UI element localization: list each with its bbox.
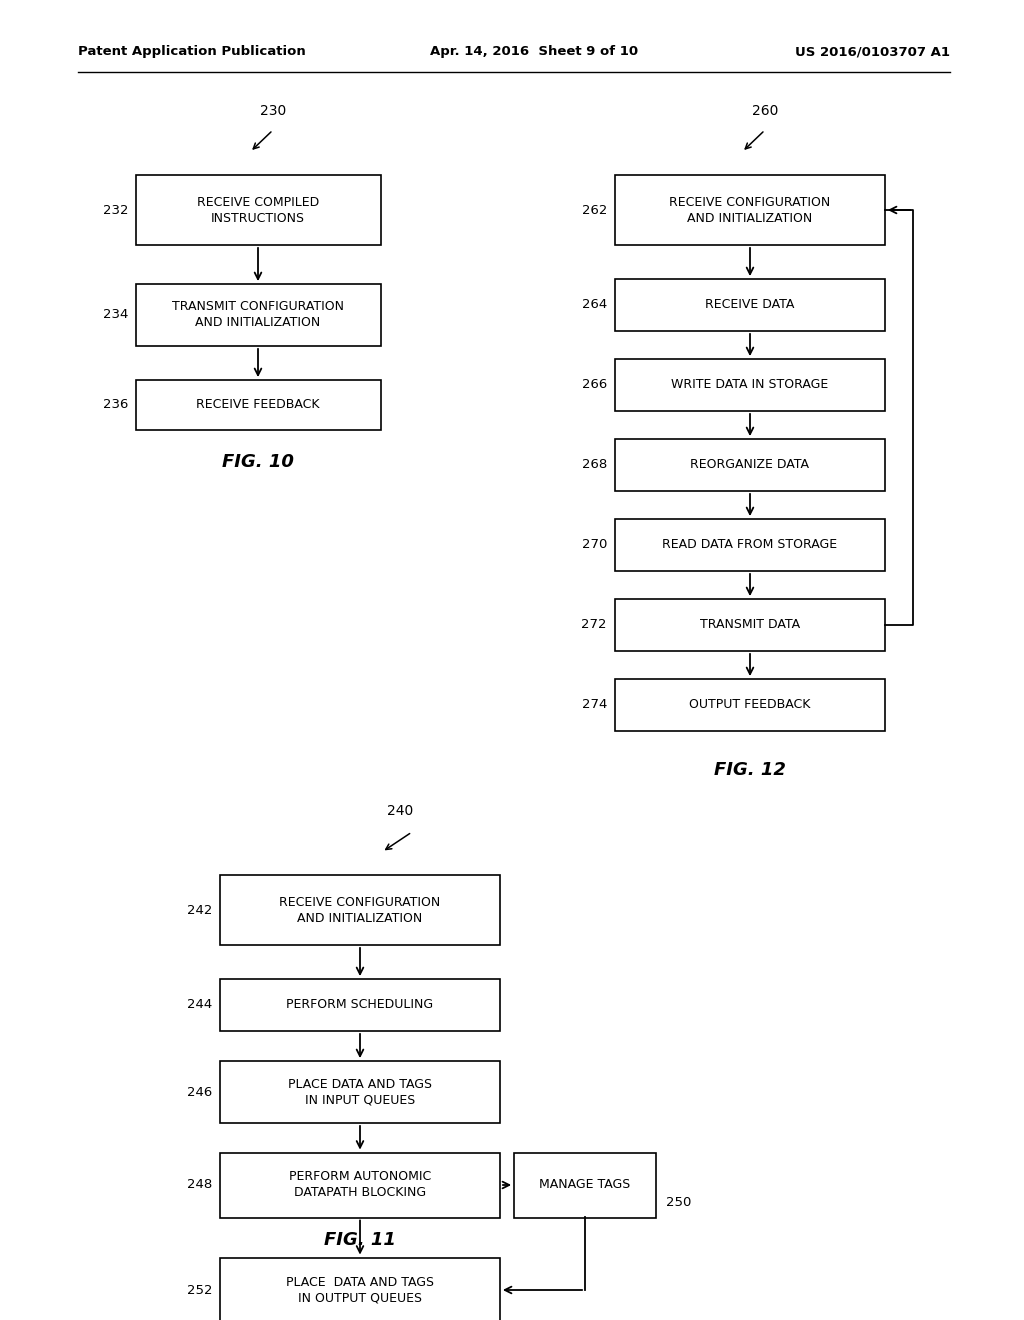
Text: 232: 232 (102, 203, 128, 216)
Text: 240: 240 (387, 804, 413, 818)
Text: READ DATA FROM STORAGE: READ DATA FROM STORAGE (663, 539, 838, 552)
FancyBboxPatch shape (220, 1258, 500, 1320)
FancyBboxPatch shape (514, 1152, 656, 1217)
Text: PERFORM AUTONOMIC
DATAPATH BLOCKING: PERFORM AUTONOMIC DATAPATH BLOCKING (289, 1171, 431, 1200)
Text: OUTPUT FEEDBACK: OUTPUT FEEDBACK (689, 698, 811, 711)
Text: 244: 244 (186, 998, 212, 1011)
FancyBboxPatch shape (615, 359, 885, 411)
Text: 250: 250 (666, 1196, 691, 1209)
FancyBboxPatch shape (220, 875, 500, 945)
Text: 268: 268 (582, 458, 607, 471)
Text: 270: 270 (582, 539, 607, 552)
Text: 272: 272 (582, 619, 607, 631)
FancyBboxPatch shape (135, 380, 381, 430)
Text: RECEIVE DATA: RECEIVE DATA (706, 298, 795, 312)
Text: US 2016/0103707 A1: US 2016/0103707 A1 (795, 45, 950, 58)
Text: FIG. 10: FIG. 10 (222, 453, 294, 471)
Text: 262: 262 (582, 203, 607, 216)
Text: Apr. 14, 2016  Sheet 9 of 10: Apr. 14, 2016 Sheet 9 of 10 (430, 45, 638, 58)
FancyBboxPatch shape (615, 519, 885, 572)
FancyBboxPatch shape (615, 678, 885, 731)
FancyBboxPatch shape (220, 979, 500, 1031)
Text: RECEIVE CONFIGURATION
AND INITIALIZATION: RECEIVE CONFIGURATION AND INITIALIZATION (280, 895, 440, 924)
Text: TRANSMIT CONFIGURATION
AND INITIALIZATION: TRANSMIT CONFIGURATION AND INITIALIZATIO… (172, 301, 344, 330)
Text: 230: 230 (260, 104, 286, 117)
FancyBboxPatch shape (615, 279, 885, 331)
Text: 274: 274 (582, 698, 607, 711)
Text: RECEIVE CONFIGURATION
AND INITIALIZATION: RECEIVE CONFIGURATION AND INITIALIZATION (670, 195, 830, 224)
Text: 236: 236 (102, 399, 128, 412)
Text: PERFORM SCHEDULING: PERFORM SCHEDULING (287, 998, 433, 1011)
Text: WRITE DATA IN STORAGE: WRITE DATA IN STORAGE (672, 379, 828, 392)
Text: PLACE DATA AND TAGS
IN INPUT QUEUES: PLACE DATA AND TAGS IN INPUT QUEUES (288, 1077, 432, 1106)
Text: FIG. 11: FIG. 11 (324, 1232, 396, 1249)
Text: 234: 234 (102, 309, 128, 322)
Text: 260: 260 (752, 104, 778, 117)
Text: REORGANIZE DATA: REORGANIZE DATA (690, 458, 810, 471)
Text: 266: 266 (582, 379, 607, 392)
Text: RECEIVE FEEDBACK: RECEIVE FEEDBACK (197, 399, 319, 412)
FancyBboxPatch shape (220, 1061, 500, 1123)
Text: TRANSMIT DATA: TRANSMIT DATA (700, 619, 800, 631)
FancyBboxPatch shape (615, 176, 885, 246)
Text: 264: 264 (582, 298, 607, 312)
Text: Patent Application Publication: Patent Application Publication (78, 45, 306, 58)
FancyBboxPatch shape (615, 599, 885, 651)
Text: MANAGE TAGS: MANAGE TAGS (540, 1179, 631, 1192)
Text: FIG. 12: FIG. 12 (714, 762, 786, 779)
FancyBboxPatch shape (220, 1152, 500, 1217)
FancyBboxPatch shape (135, 284, 381, 346)
Text: 242: 242 (186, 903, 212, 916)
FancyBboxPatch shape (135, 176, 381, 246)
Text: PLACE  DATA AND TAGS
IN OUTPUT QUEUES: PLACE DATA AND TAGS IN OUTPUT QUEUES (286, 1275, 434, 1304)
Text: RECEIVE COMPILED
INSTRUCTIONS: RECEIVE COMPILED INSTRUCTIONS (197, 195, 319, 224)
Text: 252: 252 (186, 1283, 212, 1296)
Text: 246: 246 (186, 1085, 212, 1098)
FancyBboxPatch shape (615, 440, 885, 491)
Text: 248: 248 (186, 1179, 212, 1192)
